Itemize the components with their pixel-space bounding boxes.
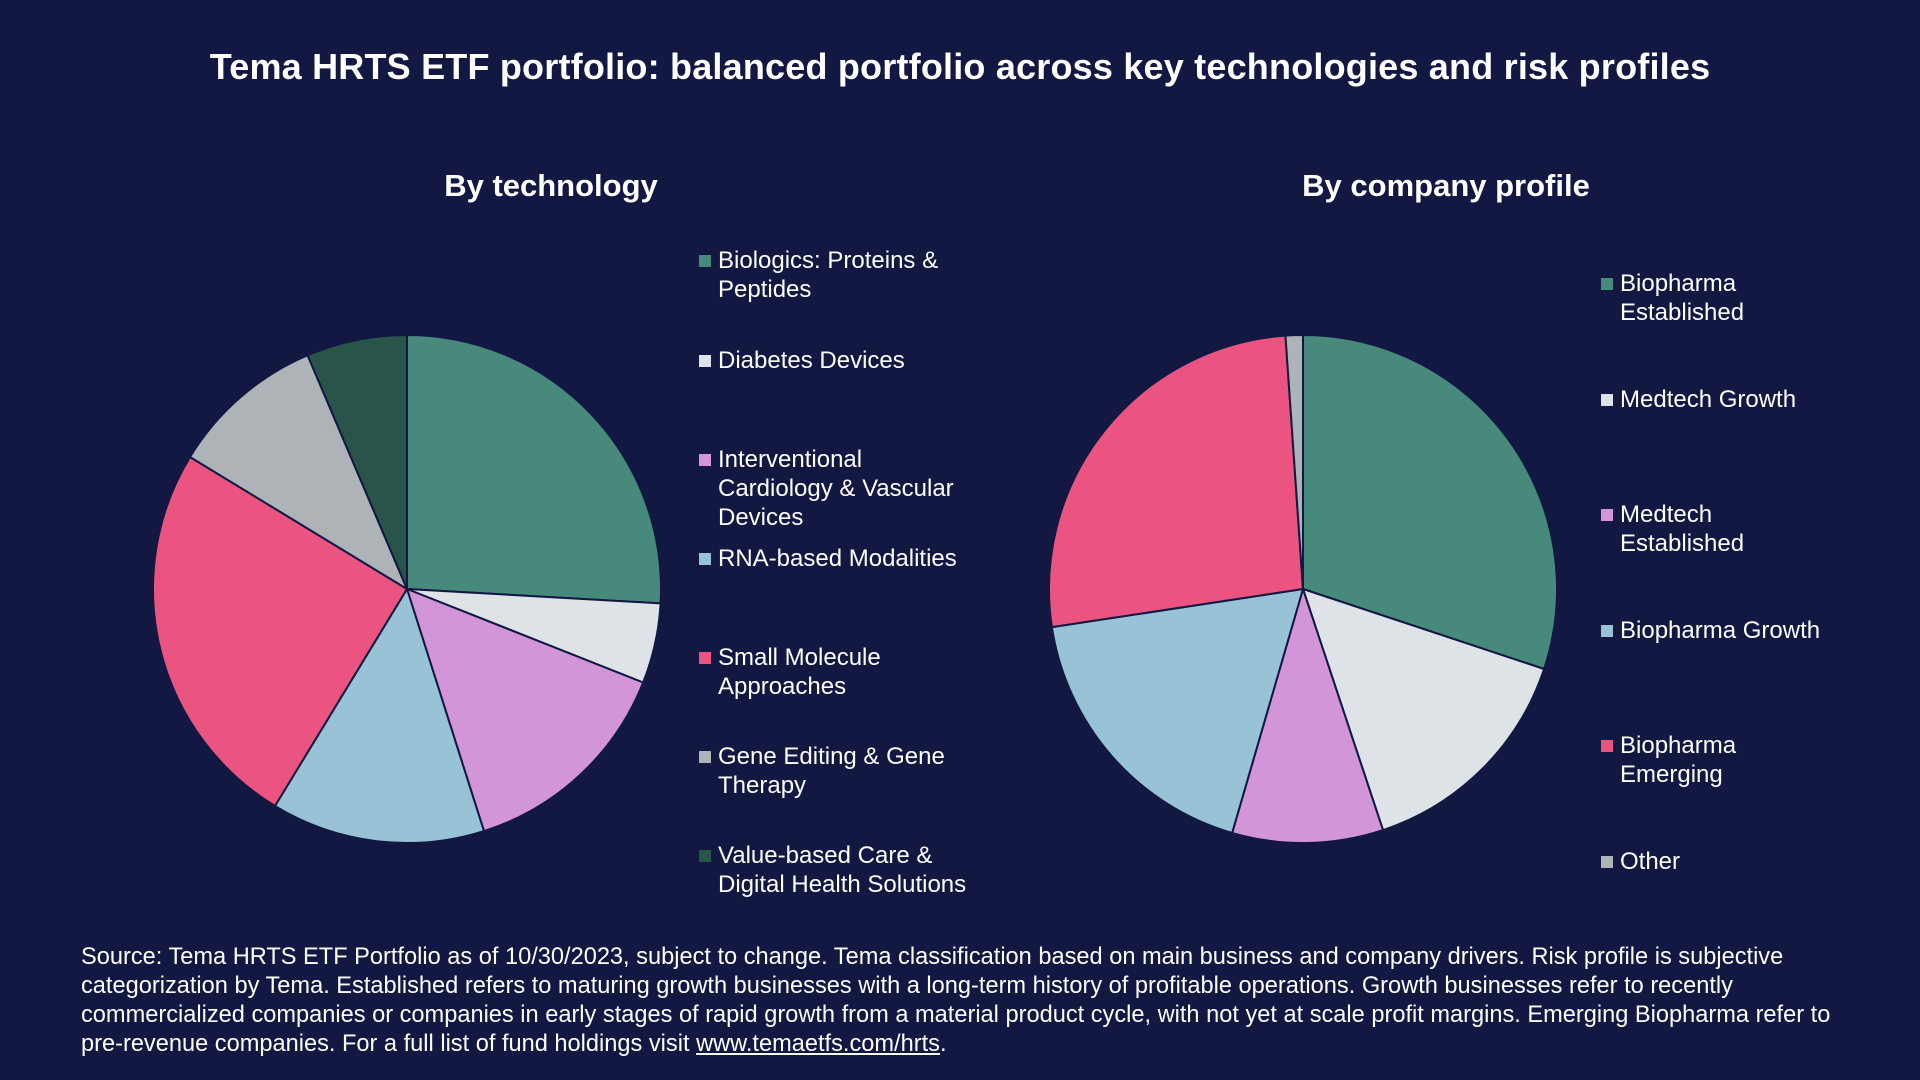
legend-label: Other (1620, 848, 1681, 875)
pie-slice-biopharma-established (1302, 334, 1558, 671)
legend-swatch (699, 850, 711, 862)
legend-item-medtech-growth: Medtech Growth (1601, 385, 1831, 414)
pie-slice-biopharma-growth (1050, 588, 1304, 834)
legend-swatch (1601, 509, 1613, 521)
technology-pie-chart (152, 334, 662, 844)
legend-item-rna-based-modalities: RNA-based Modalities (699, 544, 969, 573)
legend-item-diabetes-devices: Diabetes Devices (699, 346, 969, 375)
pie-slice-rna-based-modalities (273, 588, 485, 844)
legend-item-biologics-proteins-peptides: Biologics: Proteins & Peptides (699, 246, 969, 304)
legend-swatch (699, 751, 711, 763)
legend-swatch (699, 255, 711, 267)
source-end: . (939, 1031, 947, 1057)
legend-label: Biologics: Proteins & Peptides (718, 247, 939, 303)
legend-swatch (699, 553, 711, 565)
legend-swatch (699, 454, 711, 466)
legend-item-biopharma-established: Biopharma Established (1601, 269, 1831, 327)
pie-slice-other (1284, 334, 1304, 590)
legend-swatch (1601, 625, 1613, 637)
legend-item-gene-editing-gene-therapy: Gene Editing & Gene Therapy (699, 742, 969, 800)
legend-label: Biopharma Growth (1620, 617, 1821, 644)
legend-item-interventional-cardiology-vascular-devices: Interventional Cardiology & Vascular Dev… (699, 445, 969, 532)
profile-chart-title: By company profile (1302, 168, 1590, 203)
legend-label: Medtech Growth (1620, 386, 1797, 413)
technology-chart-title: By technology (444, 168, 658, 203)
legend-label: Medtech Established (1620, 501, 1745, 557)
profile-pie-chart (1048, 334, 1558, 844)
legend-label: Diabetes Devices (718, 347, 905, 374)
legend-item-value-based-care-digital-health-solutions: Value-based Care & Digital Health Soluti… (699, 841, 969, 899)
pie-slice-biologics-proteins-peptides (406, 334, 662, 605)
source-footnote: Source: Tema HRTS ETF Portfolio as of 10… (81, 943, 1861, 1059)
legend-label: Biopharma Emerging (1620, 732, 1737, 788)
legend-swatch (1601, 394, 1613, 406)
pie-slice-value-based-care-digital-health-solutions (306, 334, 408, 590)
legend-swatch (1601, 740, 1613, 752)
pie-slice-biopharma-emerging (1048, 334, 1304, 629)
legend-label: Small Molecule Approaches (718, 644, 881, 700)
legend-item-medtech-established: Medtech Established (1601, 500, 1831, 558)
legend-label: Gene Editing & Gene Therapy (718, 743, 945, 799)
pie-slice-medtech-established (1231, 588, 1385, 844)
legend-item-small-molecule-approaches: Small Molecule Approaches (699, 643, 969, 701)
pie-slice-gene-editing-gene-therapy (189, 354, 408, 590)
legend-swatch (699, 652, 711, 664)
legend-item-biopharma-emerging: Biopharma Emerging (1601, 731, 1831, 789)
page-title: Tema HRTS ETF portfolio: balanced portfo… (209, 46, 1711, 87)
pie-slice-small-molecule-approaches (152, 455, 408, 807)
legend-item-biopharma-growth: Biopharma Growth (1601, 616, 1831, 645)
legend-label: Biopharma Established (1620, 270, 1745, 326)
pie-slice-interventional-cardiology-vascular-devices (406, 588, 645, 833)
legend-swatch (1601, 856, 1613, 868)
legend-swatch (1601, 278, 1613, 290)
source-text: Source: Tema HRTS ETF Portfolio as of 10… (81, 944, 1831, 1057)
legend-label: Interventional Cardiology & Vascular Dev… (718, 446, 954, 531)
legend-swatch (699, 355, 711, 367)
legend-item-other: Other (1601, 847, 1831, 876)
legend-label: Value-based Care & Digital Health Soluti… (718, 842, 967, 898)
legend-label: RNA-based Modalities (718, 545, 957, 572)
holdings-link[interactable]: www.temaetfs.com/hrts (696, 1031, 940, 1057)
